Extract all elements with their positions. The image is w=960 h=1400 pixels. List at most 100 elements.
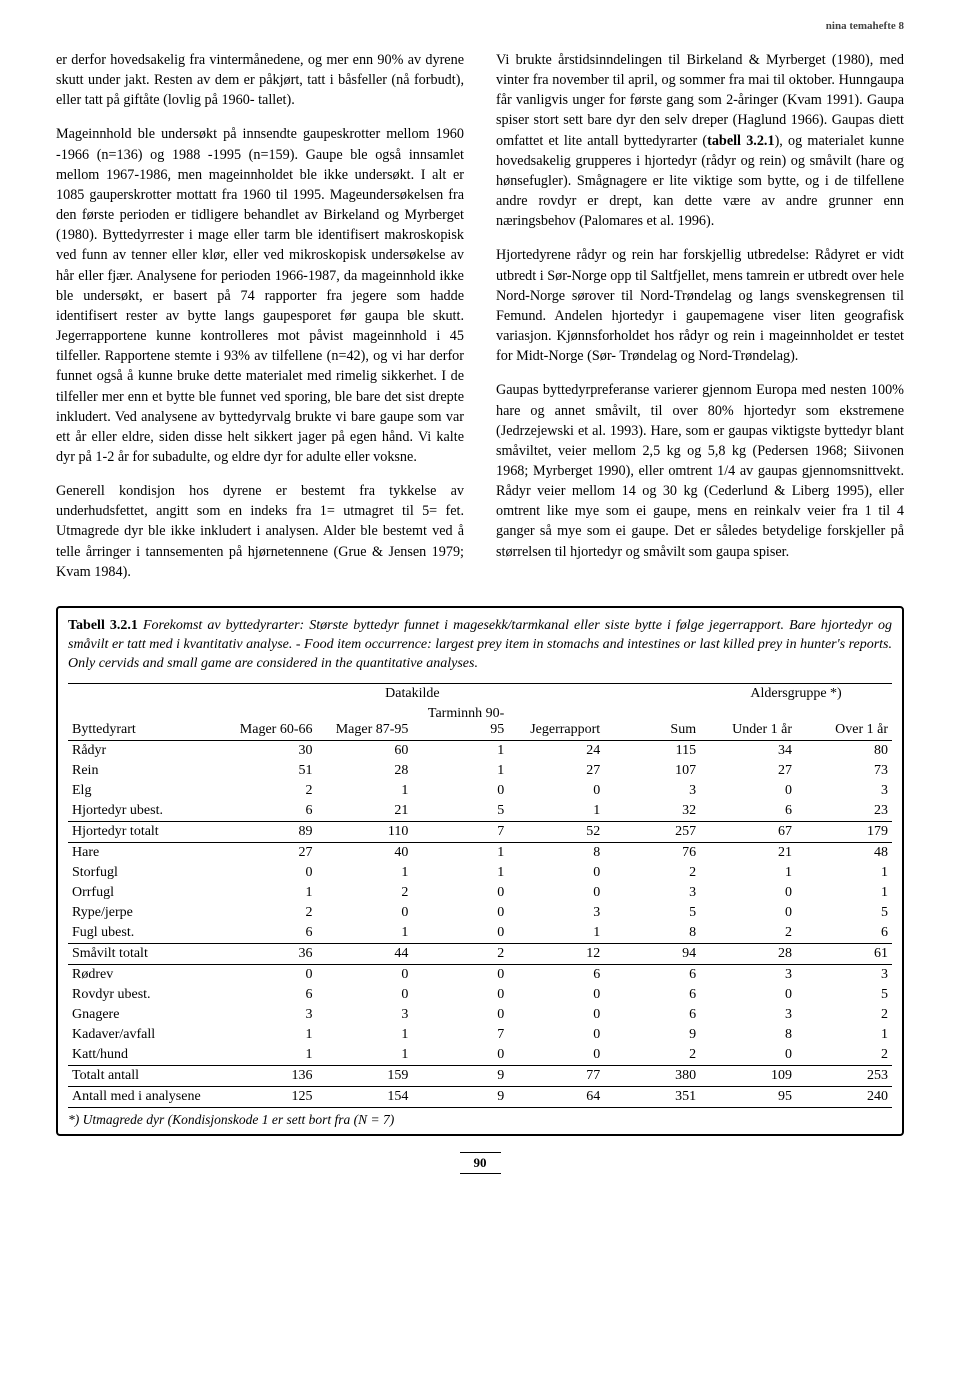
row-value: 380 [604,1066,700,1087]
row-value: 6 [796,923,892,944]
row-value: 9 [412,1087,508,1108]
row-value: 36 [221,944,317,965]
row-value: 1 [221,883,317,903]
row-value: 2 [796,1005,892,1025]
row-value: 0 [316,965,412,986]
table-row: Antall med i analysene12515496435195240 [68,1087,892,1108]
row-value: 95 [700,1087,796,1108]
row-value: 3 [700,965,796,986]
row-label: Rådyr [68,741,221,762]
row-value: 44 [316,944,412,965]
row-value: 179 [796,822,892,843]
row-value: 6 [604,1005,700,1025]
row-label: Rødrev [68,965,221,986]
table-row: Rype/jerpe2003505 [68,903,892,923]
row-value: 1 [796,863,892,883]
row-label: Hare [68,843,221,864]
right-p2: Hjortedyrene rådyr og rein har forskjell… [496,245,904,366]
row-value: 0 [700,883,796,903]
row-value: 0 [508,1045,604,1066]
row-value: 3 [796,965,892,986]
row-value: 6 [700,801,796,822]
prey-table: Datakilde Aldersgruppe *) Byttedyrart Ma… [68,683,892,1108]
row-value: 34 [700,741,796,762]
row-value: 5 [796,985,892,1005]
row-value: 0 [412,903,508,923]
row-value: 1 [316,1025,412,1045]
row-label: Rype/jerpe [68,903,221,923]
col-h-2: Mager 87-95 [316,704,412,741]
table-row: Totalt antall136159977380109253 [68,1066,892,1087]
row-value: 7 [412,1025,508,1045]
row-value: 1 [508,801,604,822]
row-value: 1 [316,781,412,801]
row-value: 0 [412,985,508,1005]
col-h-5: Sum [604,704,700,741]
table-row: Storfugl0110211 [68,863,892,883]
right-column: Vi brukte årstidsinndelingen til Birkela… [496,50,904,596]
row-value: 2 [316,883,412,903]
row-value: 1 [412,843,508,864]
row-value: 2 [604,863,700,883]
row-value: 7 [412,822,508,843]
row-value: 5 [796,903,892,923]
table-caption-text: Forekomst av byttedyrarter: Største bytt… [68,618,892,671]
row-value: 6 [221,985,317,1005]
row-value: 0 [221,863,317,883]
row-value: 1 [316,923,412,944]
row-value: 32 [604,801,700,822]
row-value: 3 [508,903,604,923]
row-value: 115 [604,741,700,762]
row-value: 0 [316,903,412,923]
row-value: 0 [316,985,412,1005]
span-header-row: Datakilde Aldersgruppe *) [68,684,892,705]
row-value: 27 [700,761,796,781]
row-value: 2 [412,944,508,965]
row-label: Antall med i analysene [68,1087,221,1108]
row-value: 1 [508,923,604,944]
row-value: 61 [796,944,892,965]
row-value: 3 [604,781,700,801]
row-value: 2 [796,1045,892,1066]
table-block: Tabell 3.2.1 Forekomst av byttedyrarter:… [56,606,904,1136]
row-value: 0 [412,883,508,903]
row-value: 3 [221,1005,317,1025]
table-row: Kadaver/avfall1170981 [68,1025,892,1045]
row-value: 0 [700,903,796,923]
row-label: Katt/hund [68,1045,221,1066]
row-value: 1 [316,1045,412,1066]
row-value: 2 [221,903,317,923]
row-label: Hjortedyr ubest. [68,801,221,822]
col-h-7: Over 1 år [796,704,892,741]
row-value: 28 [700,944,796,965]
row-value: 1 [412,863,508,883]
left-column: er derfor hovedsakelig fra vintermåneden… [56,50,464,596]
row-label: Rovdyr ubest. [68,985,221,1005]
row-value: 125 [221,1087,317,1108]
row-value: 28 [316,761,412,781]
running-head: nina temahefte 8 [56,20,904,32]
span-alder: Aldersgruppe *) [700,684,892,705]
row-value: 0 [412,1005,508,1025]
table-row: Orrfugl1200301 [68,883,892,903]
span-datakilde: Datakilde [221,684,605,705]
table-row: Hare274018762148 [68,843,892,864]
row-value: 136 [221,1066,317,1087]
row-value: 0 [508,1025,604,1045]
table-row: Rein51281271072773 [68,761,892,781]
row-value: 2 [700,923,796,944]
col-h-4: Jegerrapport [508,704,604,741]
col-h-3: Tarminnh 90-95 [412,704,508,741]
row-value: 64 [508,1087,604,1108]
row-value: 0 [508,863,604,883]
col-h-1: Mager 60-66 [221,704,317,741]
row-value: 0 [700,1045,796,1066]
col-h-6: Under 1 år [700,704,796,741]
row-value: 76 [604,843,700,864]
row-value: 9 [604,1025,700,1045]
table-row: Rådyr30601241153480 [68,741,892,762]
row-value: 0 [412,965,508,986]
row-value: 107 [604,761,700,781]
row-value: 6 [221,923,317,944]
row-value: 257 [604,822,700,843]
